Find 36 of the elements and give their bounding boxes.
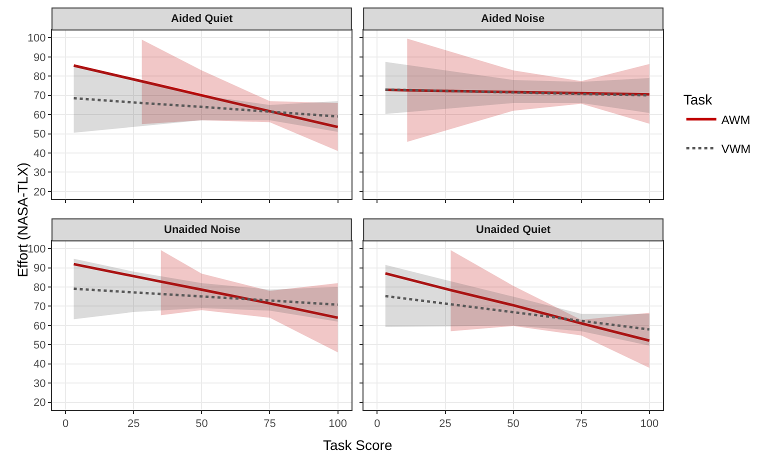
x-tick-label: 100 xyxy=(640,418,659,430)
x-tick-label: 50 xyxy=(507,418,520,430)
y-tick-label: 70 xyxy=(34,301,46,314)
chart-title: Unaided Noise xyxy=(164,224,240,236)
y-tick-label: 30 xyxy=(34,378,46,390)
x-tick-label: 75 xyxy=(575,418,588,430)
x-axis-title: Task Score xyxy=(323,437,392,453)
y-tick-label: 20 xyxy=(34,186,46,198)
y-tick-label: 90 xyxy=(34,262,46,275)
y-tick-label: 50 xyxy=(34,128,46,141)
x-tick-label: 0 xyxy=(374,418,380,430)
y-tick-label: 30 xyxy=(34,167,46,180)
chart-title: Unaided Quiet xyxy=(476,224,551,236)
x-tick-label: 75 xyxy=(264,418,276,430)
y-tick-label: 40 xyxy=(34,148,46,160)
y-tick-label: 100 xyxy=(27,32,46,45)
y-tick-label: 40 xyxy=(34,358,46,371)
y-tick-label: 80 xyxy=(34,70,46,83)
legend-label: VWM xyxy=(721,142,751,156)
x-tick-label: 50 xyxy=(196,418,208,430)
y-tick-label: 20 xyxy=(34,397,46,410)
x-tick-label: 25 xyxy=(128,418,140,430)
chart-title: Aided Quiet xyxy=(171,13,234,25)
legend-title: Task xyxy=(683,92,714,108)
legend-label: AWM xyxy=(721,112,750,127)
x-tick-label: 100 xyxy=(328,418,347,430)
y-tick-label: 80 xyxy=(34,282,46,294)
x-tick-label: 0 xyxy=(62,418,69,430)
y-tick-label: 100 xyxy=(27,243,46,256)
x-tick-label: 25 xyxy=(439,418,452,430)
y-tick-label: 90 xyxy=(34,52,46,64)
y-tick-label: 60 xyxy=(34,109,46,122)
chart-title: Aided Noise xyxy=(481,13,545,25)
y-tick-label: 50 xyxy=(34,340,46,352)
y-tick-label: 70 xyxy=(34,90,46,102)
y-tick-label: 60 xyxy=(34,320,46,332)
